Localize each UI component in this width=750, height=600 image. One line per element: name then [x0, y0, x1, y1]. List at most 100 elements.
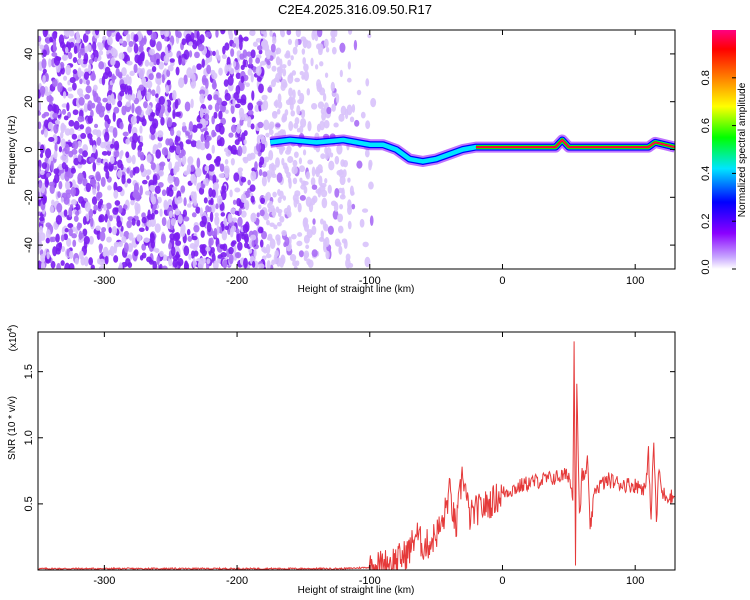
noise-speckle — [71, 133, 78, 140]
noise-speckle — [155, 93, 159, 98]
noise-speckle — [53, 104, 60, 115]
noise-speckle — [333, 122, 339, 128]
noise-speckle — [364, 149, 370, 158]
noise-speckle — [211, 144, 215, 154]
noise-speckle — [268, 129, 274, 136]
noise-speckle — [198, 43, 205, 52]
noise-speckle — [129, 170, 134, 179]
noise-speckle — [89, 157, 96, 163]
noise-speckle — [126, 220, 132, 229]
noise-speckle — [61, 103, 68, 108]
noise-speckle — [325, 250, 330, 260]
noise-speckle — [228, 213, 233, 223]
noise-speckle — [168, 242, 173, 250]
noise-speckle — [65, 30, 70, 38]
noise-speckle — [339, 194, 346, 200]
noise-speckle — [76, 222, 81, 231]
noise-speckle — [83, 236, 90, 245]
noise-speckle — [297, 202, 302, 213]
noise-speckle — [305, 40, 312, 49]
noise-speckle — [202, 257, 207, 264]
noise-speckle — [287, 155, 294, 164]
noise-speckle — [316, 79, 322, 89]
noise-speckle — [136, 234, 142, 242]
noise-speckle — [249, 234, 257, 241]
noise-speckle — [109, 245, 115, 257]
noise-speckle — [250, 170, 257, 182]
noise-speckle — [269, 222, 275, 227]
noise-speckle — [213, 94, 219, 101]
noise-speckle — [240, 210, 247, 218]
noise-speckle — [60, 260, 65, 266]
noise-speckle — [271, 259, 275, 266]
noise-speckle — [90, 217, 94, 228]
noise-speckle — [243, 257, 248, 269]
noise-speckle — [150, 232, 155, 239]
noise-speckle — [88, 208, 94, 218]
noise-speckle — [189, 164, 195, 172]
noise-speckle — [249, 184, 256, 192]
noise-speckle — [123, 30, 129, 36]
noise-speckle — [219, 163, 225, 173]
noise-speckle — [186, 228, 191, 236]
noise-speckle — [229, 227, 234, 238]
noise-speckle — [247, 68, 253, 76]
noise-speckle — [267, 86, 273, 93]
noise-speckle — [193, 250, 199, 257]
noise-speckle — [317, 101, 325, 109]
noise-speckle — [73, 45, 78, 55]
noise-speckle — [39, 152, 44, 159]
noise-speckle — [204, 165, 210, 172]
noise-speckle — [129, 70, 135, 76]
noise-speckle — [53, 150, 58, 160]
noise-speckle — [232, 217, 238, 223]
noise-speckle — [240, 176, 247, 183]
noise-speckle — [228, 132, 234, 138]
noise-speckle — [242, 59, 247, 68]
noise-speckle — [138, 84, 145, 91]
noise-speckle — [174, 135, 181, 142]
noise-speckle — [57, 82, 63, 93]
noise-speckles — [38, 30, 377, 269]
noise-speckle — [145, 169, 152, 176]
noise-speckle — [199, 34, 205, 44]
noise-speckle — [96, 173, 102, 182]
noise-speckle — [321, 112, 327, 121]
noise-speckle — [111, 226, 118, 236]
noise-speckle — [133, 249, 139, 257]
noise-speckle — [150, 212, 155, 220]
noise-speckle — [110, 143, 115, 149]
noise-speckle — [286, 145, 292, 153]
noise-speckle — [297, 232, 303, 237]
noise-speckle — [322, 220, 327, 231]
noise-speckle — [342, 169, 347, 178]
noise-speckle — [87, 100, 93, 111]
noise-speckle — [258, 49, 263, 55]
noise-speckle — [200, 118, 206, 124]
noise-speckle — [320, 153, 326, 160]
noise-speckle — [180, 223, 186, 233]
noise-speckle — [92, 49, 99, 60]
noise-speckle — [141, 212, 146, 219]
noise-speckle — [102, 246, 109, 256]
noise-speckle — [248, 56, 253, 65]
noise-speckle — [228, 246, 234, 255]
colorbar-label: Normalized spectral amplitude — [737, 82, 748, 217]
noise-speckle — [113, 189, 119, 199]
noise-speckle — [91, 196, 98, 205]
noise-speckle — [77, 88, 84, 96]
noise-speckle — [149, 184, 155, 191]
noise-speckle — [90, 54, 94, 59]
noise-speckle — [150, 112, 156, 117]
noise-speckle — [253, 248, 257, 258]
noise-speckle — [130, 199, 135, 206]
noise-speckle — [125, 258, 131, 267]
noise-speckle — [234, 103, 241, 109]
noise-speckle — [191, 73, 196, 84]
noise-speckle — [214, 212, 219, 218]
noise-speckle — [60, 245, 66, 252]
noise-speckle — [303, 70, 309, 82]
noise-speckle — [238, 207, 242, 216]
noise-speckle — [77, 178, 83, 185]
noise-speckle — [150, 162, 156, 171]
